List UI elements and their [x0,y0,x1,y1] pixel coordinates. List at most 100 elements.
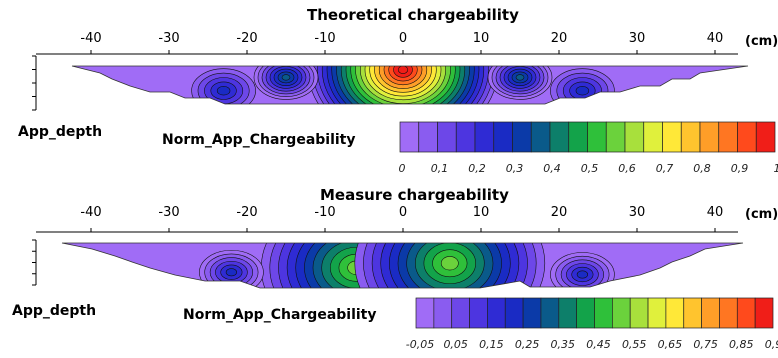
colorbar-swatch [647,297,667,329]
colorbar-label-2: Norm_App_Chargeability [183,307,377,323]
colorbar-swatch [437,121,457,153]
colorbar-tick-label: 0 [399,162,406,175]
colorbar-swatch [487,297,506,329]
colorbar-tick-label: 0,6 [618,162,636,175]
colorbar-tick-label: 0,05 [443,338,468,351]
axis-unit-2: (cm) [745,207,778,222]
contour-band [397,66,409,74]
colorbar-tick-label: 0,8 [693,162,711,175]
chart-title-1: Theoretical chargeability [307,6,519,24]
x-tick-label: 30 [629,31,646,46]
colorbar-tick-label: 0,65 [658,338,683,351]
colorbar-tick-label: 0,5 [581,162,599,175]
colorbar-swatch [699,121,720,153]
contour-band [216,85,231,96]
colorbar-swatch [522,297,542,329]
x-tick-label: 0 [399,31,407,46]
colorbar-tick-label: 0,7 [656,162,674,175]
x-tick-label: 10 [473,205,490,220]
colorbar-swatch [754,297,774,329]
colorbar-tick-label: 0,1 [431,162,449,175]
colorbar-swatch [755,121,776,153]
colorbar-swatch [540,297,560,329]
x-tick-label: 20 [551,205,568,220]
depth-label-1: App_depth [18,124,103,140]
x-tick-label: 20 [551,31,568,46]
colorbar-swatch [594,297,613,329]
colorbar: -0,05 0,05 0,15 0,25 0,35 0,45 0,55 0,65 0,75 0,8… [406,297,778,351]
colorbar-swatch [493,121,513,153]
colorbar-swatch [718,121,738,153]
x-tick-label: 0 [399,205,407,220]
colorbar-label-1: Norm_App_Chargeability [162,132,356,148]
x-tick-label: 40 [707,205,724,220]
x-tick-label: -10 [314,205,335,220]
colorbar-swatch [418,121,438,153]
colorbar-swatch [558,297,577,329]
colorbar-swatch [680,121,701,153]
x-tick-label: -40 [80,31,101,46]
colorbar-swatch [474,121,495,153]
colorbar-swatch [512,121,532,153]
colorbar-swatch [643,121,663,153]
contour-band [576,270,589,279]
colorbar-tick-label: 0,75 [693,338,718,351]
colorbar-tick-label: 1 [774,162,778,175]
x-tick-label: -30 [158,205,179,220]
x-tick-label: -10 [314,31,335,46]
colorbar-swatch [611,297,631,329]
colorbar-tick-label: 0,25 [515,338,540,351]
depth-label-2: App_depth [12,303,97,319]
colorbar-tick-label: 0,35 [551,338,576,351]
colorbar-swatch [662,121,682,153]
x-tick-label: -20 [236,31,257,46]
colorbar-swatch [665,297,685,329]
colorbar-tick-label: 0,95 [765,338,778,351]
colorbar-swatch [587,121,607,153]
colorbar-swatch [415,297,435,329]
axis-unit-1: (cm) [745,34,778,49]
colorbar-tick-label: 0,15 [479,338,504,351]
colorbar-swatch [605,121,626,153]
section-outline [61,242,744,289]
colorbar-swatch [433,297,453,329]
x-tick-label: -20 [236,205,257,220]
colorbar: 0 0,1 0,2 0,3 0,4 0,5 0,6 0,7 0,8 0,9 1 [399,121,778,175]
colorbar-swatch [719,297,738,329]
colorbar-swatch [469,297,488,329]
contour-band [515,74,525,81]
colorbar-swatch [736,297,756,329]
x-tick-label: 40 [707,31,724,46]
colorbar-swatch [576,297,595,329]
x-tick-label: -40 [80,205,101,220]
x-tick-label: 30 [629,205,646,220]
section-outline [71,65,749,105]
colorbar-tick-label: -0,05 [406,338,434,351]
colorbar-tick-label: 0,2 [468,162,486,175]
colorbar-tick-label: 0,85 [729,338,754,351]
colorbar-tick-label: 0,55 [622,338,647,351]
colorbar-tick-label: 0,45 [586,338,611,351]
colorbar-swatch [451,297,470,329]
colorbar-swatch [530,121,551,153]
colorbar-swatch [549,121,570,153]
contour-band [225,268,237,277]
contour-band [575,85,590,96]
colorbar-swatch [629,297,649,329]
colorbar-swatch [701,297,720,329]
colorbar-tick-label: 0,9 [731,162,749,175]
chart-title-2: Measure chargeability [320,186,509,204]
colorbar-swatch [504,297,524,329]
colorbar-swatch [624,121,645,153]
colorbar-swatch [737,121,757,153]
x-tick-label: -30 [158,31,179,46]
colorbar-tick-label: 0,4 [543,162,561,175]
colorbar-swatch [683,297,702,329]
colorbar-swatch [455,121,476,153]
contour-band [440,256,459,271]
colorbar-swatch [568,121,588,153]
x-tick-label: 10 [473,31,490,46]
contour-band [281,74,291,81]
